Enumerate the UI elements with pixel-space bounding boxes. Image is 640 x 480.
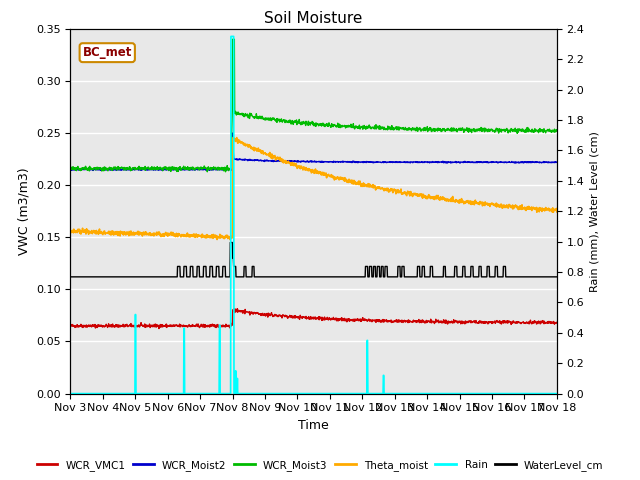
Text: BC_met: BC_met	[83, 46, 132, 59]
Legend: WCR_VMC1, WCR_Moist2, WCR_Moist3, Theta_moist, Rain, WaterLevel_cm: WCR_VMC1, WCR_Moist2, WCR_Moist3, Theta_…	[33, 456, 607, 475]
Title: Soil Moisture: Soil Moisture	[264, 11, 363, 26]
X-axis label: Time: Time	[298, 419, 329, 432]
Y-axis label: VWC (m3/m3): VWC (m3/m3)	[17, 168, 30, 255]
Y-axis label: Rain (mm), Water Level (cm): Rain (mm), Water Level (cm)	[590, 131, 600, 292]
